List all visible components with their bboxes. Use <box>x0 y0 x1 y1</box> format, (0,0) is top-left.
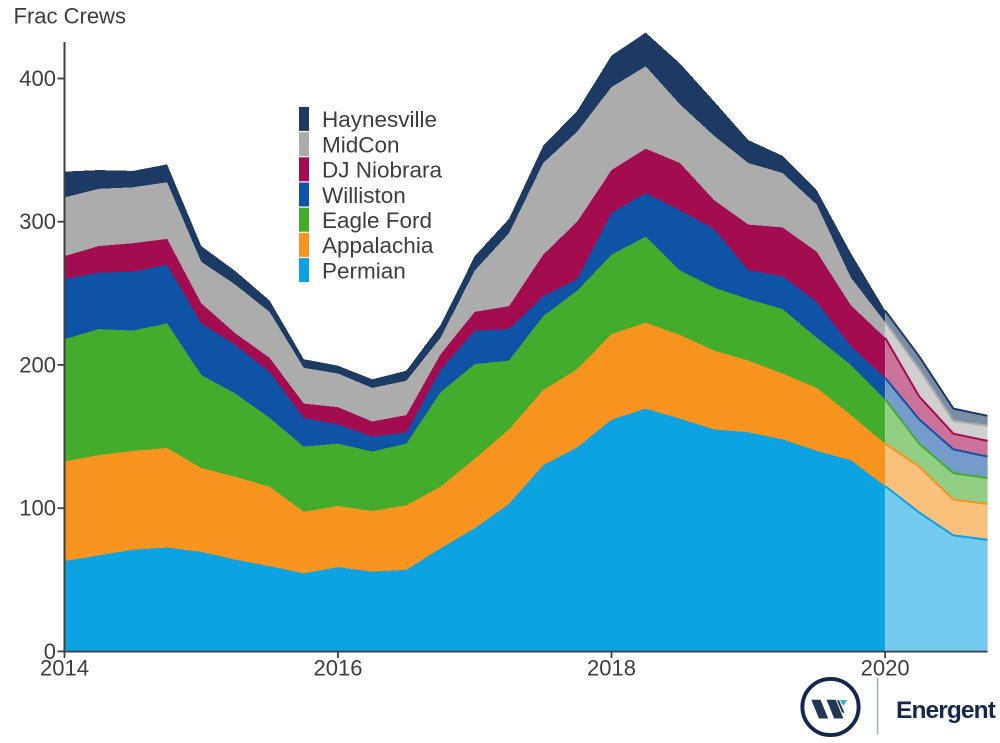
svg-text:DJ Niobrara: DJ Niobrara <box>322 158 443 183</box>
svg-text:Williston: Williston <box>322 183 406 208</box>
svg-text:0: 0 <box>44 639 56 664</box>
svg-text:Frac Crews: Frac Crews <box>14 4 126 29</box>
svg-text:Eagle Ford: Eagle Ford <box>322 208 432 233</box>
svg-text:Appalachia: Appalachia <box>322 233 434 258</box>
svg-text:200: 200 <box>19 352 56 377</box>
svg-text:Energent: Energent <box>896 697 996 724</box>
svg-text:400: 400 <box>19 66 56 91</box>
svg-text:MidCon: MidCon <box>322 132 400 157</box>
svg-text:2018: 2018 <box>587 656 636 681</box>
svg-text:300: 300 <box>19 209 56 234</box>
svg-text:Permian: Permian <box>322 258 406 283</box>
svg-text:2020: 2020 <box>861 656 910 681</box>
svg-text:2014: 2014 <box>40 656 89 681</box>
svg-text:100: 100 <box>19 496 56 521</box>
svg-text:Haynesville: Haynesville <box>322 107 437 132</box>
svg-text:2016: 2016 <box>314 656 363 681</box>
